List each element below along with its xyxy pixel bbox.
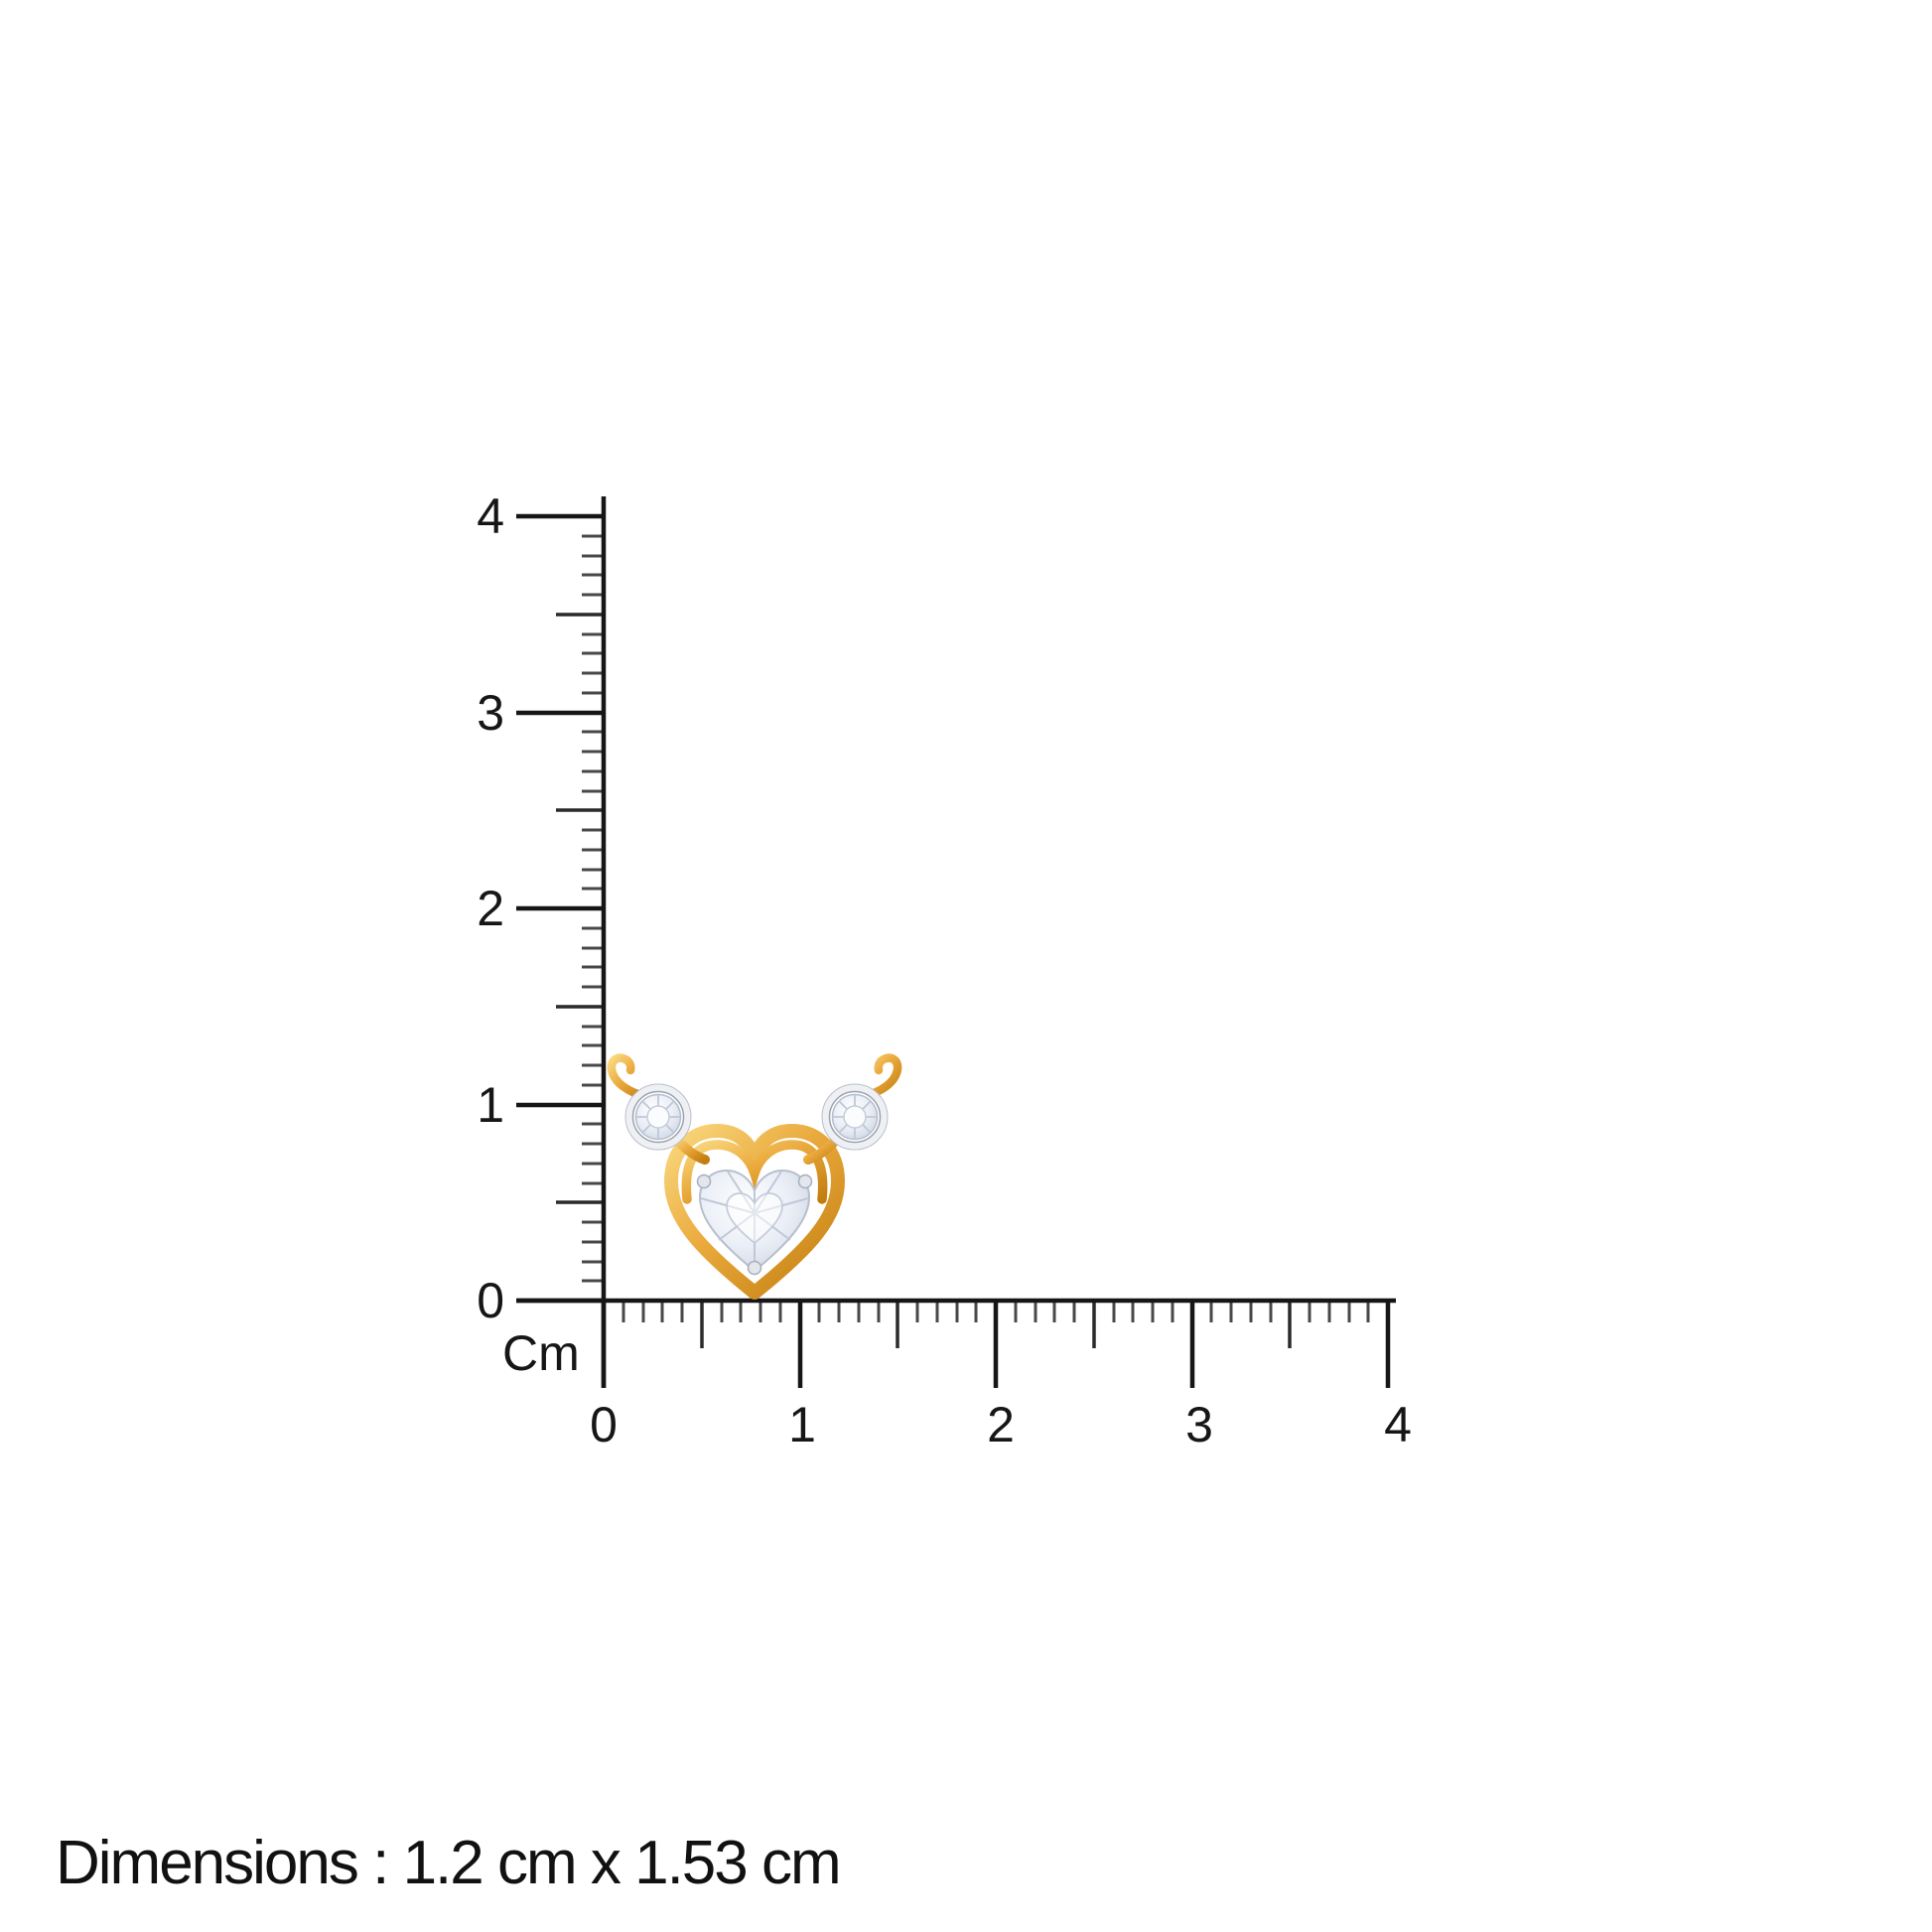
horizontal-ruler-ticks bbox=[601, 1301, 1391, 1388]
horizontal-ruler-label-3: 3 bbox=[1185, 1397, 1213, 1452]
vertical-ruler-label-1: 1 bbox=[477, 1077, 504, 1133]
left-bezel-diamond bbox=[624, 1083, 692, 1151]
dimensions-caption: Dimensions : 1.2 cm x 1.53 cm bbox=[56, 1829, 842, 1897]
horizontal-ruler-label-4: 4 bbox=[1384, 1397, 1412, 1452]
prong-right bbox=[797, 1173, 813, 1189]
horizontal-ruler-label-1: 1 bbox=[788, 1397, 816, 1452]
right-hook bbox=[857, 1053, 902, 1102]
vertical-ruler-label-0: 0 bbox=[477, 1273, 504, 1328]
left-hook bbox=[607, 1053, 652, 1102]
horizontal-ruler-label-2: 2 bbox=[987, 1397, 1015, 1452]
heart-diamond-table bbox=[726, 1192, 783, 1245]
vertical-ruler-ticks bbox=[516, 513, 604, 1304]
pendant-illustration bbox=[607, 1053, 902, 1300]
heart-outline bbox=[664, 1124, 845, 1300]
vertical-ruler-label-2: 2 bbox=[477, 881, 504, 936]
vertical-ruler-label-4: 4 bbox=[477, 488, 504, 544]
right-bezel-diamond bbox=[821, 1083, 889, 1151]
prong-left bbox=[696, 1173, 712, 1189]
vertical-ruler-label-3: 3 bbox=[477, 685, 504, 741]
ruler-unit-label: Cm bbox=[502, 1325, 580, 1381]
heart-inner-accent bbox=[681, 1140, 828, 1204]
horizontal-ruler-label-0: 0 bbox=[590, 1397, 618, 1452]
prong-bottom bbox=[747, 1260, 762, 1276]
